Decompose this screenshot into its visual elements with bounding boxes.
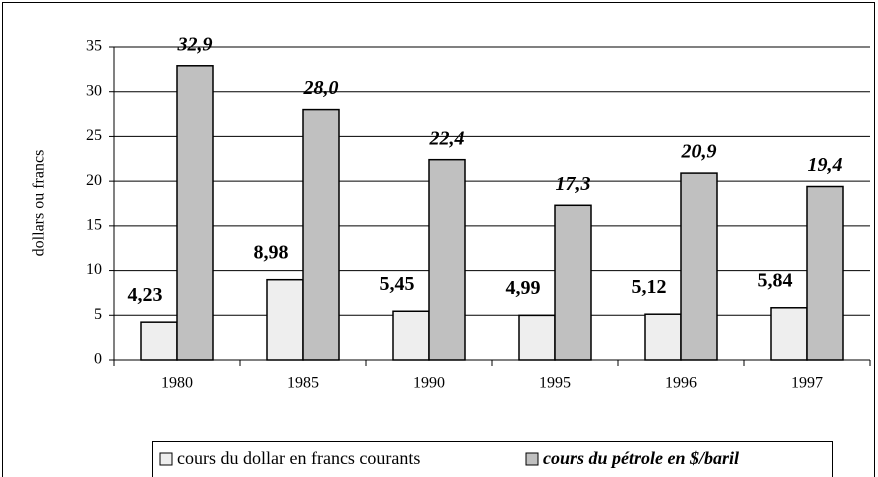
bar <box>644 313 682 361</box>
x-tick-label: 1985 <box>287 375 319 392</box>
y-tick-label: 5 <box>94 306 102 323</box>
bar <box>554 204 592 361</box>
value-label: 5,45 <box>380 273 415 295</box>
value-label: 19,4 <box>808 154 843 176</box>
bar <box>680 172 718 361</box>
value-label: 28,0 <box>303 77 339 99</box>
value-label: 4,99 <box>506 277 541 299</box>
x-tick-label: 1980 <box>161 375 193 392</box>
y-tick-label: 0 <box>94 351 102 368</box>
value-label: 22,4 <box>429 127 465 149</box>
value-label: 4,23 <box>128 284 163 306</box>
y-axis-label: dollars ou francs <box>31 150 48 257</box>
y-tick-label: 30 <box>86 82 102 99</box>
y-tick-label: 25 <box>86 127 102 144</box>
bar <box>392 310 430 361</box>
bar <box>428 158 466 361</box>
bar <box>518 314 556 361</box>
legend-box <box>152 441 833 477</box>
bar <box>302 108 340 361</box>
y-tick-label: 35 <box>86 38 102 55</box>
value-label: 5,12 <box>632 276 667 298</box>
bar <box>770 307 808 361</box>
legend-label: cours du pétrole en $/baril <box>543 448 739 468</box>
y-tick-label: 10 <box>86 261 102 278</box>
x-tick-label: 1995 <box>539 375 571 392</box>
legend-swatch <box>159 452 173 466</box>
legend-swatch <box>525 452 539 466</box>
bar <box>806 185 844 361</box>
value-label: 5,84 <box>758 269 793 291</box>
x-tick-label: 1990 <box>413 375 445 392</box>
value-label: 20,9 <box>681 141 717 163</box>
value-label: 32,9 <box>177 33 213 55</box>
bar <box>176 65 214 361</box>
x-tick-label: 1997 <box>791 375 823 392</box>
x-tick-label: 1996 <box>665 375 697 392</box>
y-tick-label: 20 <box>86 172 102 189</box>
bar <box>266 278 304 361</box>
value-label: 17,3 <box>556 173 591 195</box>
legend-label: cours du dollar en francs courants <box>177 448 420 468</box>
value-label: 8,98 <box>254 241 289 263</box>
y-tick-label: 15 <box>86 217 102 234</box>
bar <box>140 321 178 361</box>
